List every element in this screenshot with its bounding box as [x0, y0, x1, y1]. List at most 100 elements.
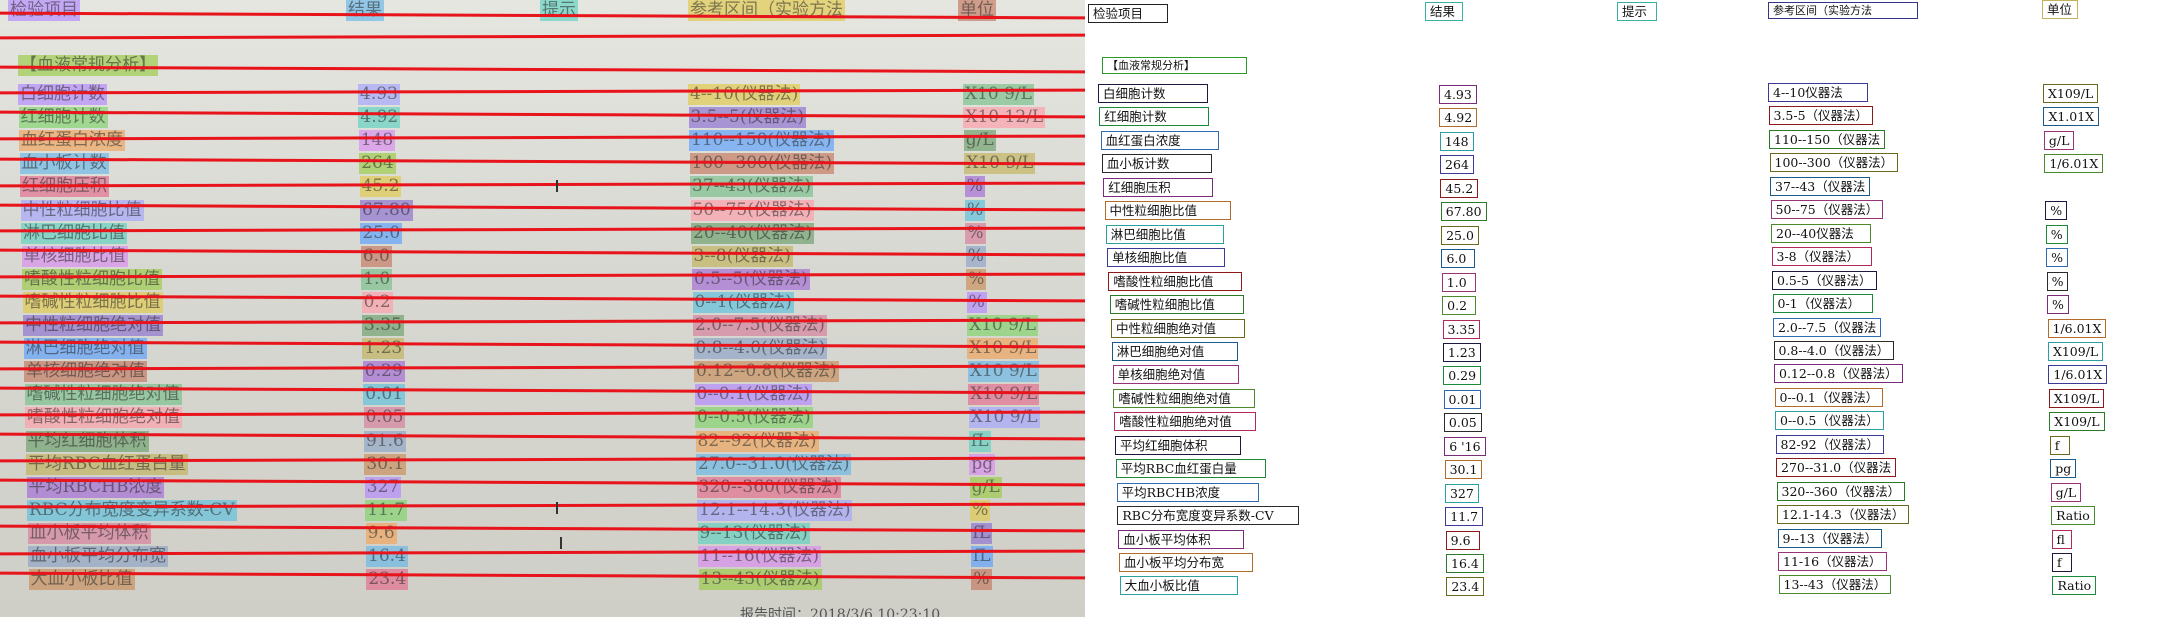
photo-item-unit: X10 9/L — [968, 384, 1040, 406]
scan-line — [0, 65, 1085, 74]
photo-item-range: 3.5--5(仪器法) — [688, 107, 807, 129]
hint-mark — [556, 180, 558, 192]
item-range: 3-8（仪器法） — [1771, 247, 1872, 267]
hint-mark — [556, 502, 558, 514]
item-name: 平均RBCHB浓度 — [1116, 482, 1259, 502]
photo-item-name: 嗜酸性粒细胞绝对值 — [25, 407, 182, 429]
scan-line — [0, 571, 1085, 580]
photo-item-value: 45.2 — [359, 176, 402, 198]
photo-item-value: 67.80 — [360, 199, 413, 221]
item-value: 6.0 — [1441, 249, 1476, 269]
scan-line — [0, 181, 1085, 188]
item-name: 白细胞计数 — [1098, 84, 1208, 103]
scan-line — [0, 340, 1085, 349]
photo-item-value: 30.1 — [364, 453, 407, 475]
item-unit: f — [2049, 435, 2070, 455]
item-value: 25.0 — [1441, 225, 1479, 245]
photo-item-name: 中性粒细胞比值 — [20, 199, 144, 221]
photo-report-time: 报告时间：2018/3/6 10:23:10 — [740, 607, 941, 617]
item-unit: % — [2045, 224, 2068, 244]
scan-line — [0, 432, 1085, 441]
item-unit: X109/L — [2049, 412, 2105, 432]
item-unit: g/L — [2043, 130, 2075, 150]
item-value: 327 — [1444, 483, 1479, 503]
scan-line — [0, 364, 1085, 371]
photo-item-value: 1.23 — [362, 338, 405, 360]
item-range: 270--31.0（仪器法 — [1776, 458, 1897, 478]
photo-item-value: 0.29 — [362, 361, 405, 383]
item-range: 9--13（仪器法） — [1777, 528, 1883, 548]
item-name: 大血小板比值 — [1119, 576, 1238, 596]
photo-item-unit: X10 9/L — [963, 84, 1034, 105]
item-unit: f — [2052, 553, 2072, 572]
photo-item-name: 中性粒细胞绝对值 — [23, 315, 163, 336]
photo-item-name: 白细胞计数 — [18, 84, 107, 105]
photo-item-unit: % — [971, 569, 992, 591]
photo-item-range: 0.5--5(仪器法) — [692, 268, 810, 290]
item-range: 0-1（仪器法） — [1772, 294, 1873, 314]
item-unit: fl — [2051, 529, 2072, 549]
photo-item-range: 20--40(仪器法) — [691, 222, 815, 244]
item-name: 嗜碱性粒细胞绝对值 — [1113, 388, 1256, 408]
item-name: 中性粒细胞绝对值 — [1111, 318, 1245, 338]
hint-mark — [560, 537, 562, 549]
item-name: 血小板平均分布宽 — [1119, 553, 1253, 572]
item-unit: Ratio — [2052, 576, 2097, 596]
item-value: 67.80 — [1440, 202, 1487, 222]
item-value: 6 '16 — [1444, 436, 1486, 456]
item-unit: pg — [2050, 459, 2077, 479]
item-value: 1.0 — [1441, 272, 1476, 292]
scan-line — [0, 524, 1085, 533]
item-unit: X1.01X — [2043, 107, 2100, 127]
photo-item-value: 264 — [359, 153, 396, 175]
photo-item-value: 0.2 — [361, 291, 393, 313]
photo-item-value: 148 — [358, 130, 396, 152]
item-value: 11.7 — [1445, 507, 1484, 527]
item-unit: 1/6.01X — [2047, 318, 2107, 338]
photo-header-cell: 结果 — [346, 0, 384, 21]
item-unit: X109/L — [2047, 341, 2104, 361]
item-value: 9.6 — [1445, 530, 1480, 550]
item-value: 30.1 — [1444, 460, 1483, 480]
photo-section-title: 【血液常规分析】 — [18, 55, 158, 76]
item-name: 淋巴细胞绝对值 — [1111, 341, 1238, 361]
item-range: 11-16（仪器法） — [1778, 552, 1887, 571]
item-range: 110--150（仪器法 — [1769, 129, 1886, 149]
photo-header-cell: 提示 — [540, 0, 578, 21]
item-value: 16.4 — [1446, 554, 1484, 573]
photo-item-range: 9--13(仪器法) — [697, 522, 810, 544]
item-unit: % — [2046, 271, 2069, 291]
item-name: 单核细胞绝对值 — [1112, 365, 1239, 385]
item-name: 嗜碱性粒细胞比值 — [1109, 295, 1244, 315]
photo-item-name: 淋巴细胞比值 — [21, 222, 127, 244]
item-unit: % — [2046, 248, 2069, 268]
item-value: 0.01 — [1443, 389, 1482, 409]
header-hint: 提示 — [1617, 2, 1657, 21]
photo-item-unit: % — [966, 291, 987, 313]
photo-item-name: 嗜酸性粒细胞比值 — [22, 268, 162, 290]
photo-item-unit: % — [964, 176, 985, 198]
item-value: 45.2 — [1440, 178, 1479, 198]
item-value: 23.4 — [1446, 577, 1485, 597]
item-range: 0.12--0.8（仪器法） — [1774, 364, 1903, 384]
item-value: 148 — [1439, 131, 1474, 151]
item-name: 单核细胞比值 — [1107, 248, 1226, 268]
scan-line — [0, 157, 1085, 166]
photo-item-range: 110--150(仪器法) — [689, 130, 834, 152]
photo-item-value: 16.4 — [366, 546, 408, 567]
photo-item-range: 0.8--4.0(仪器法) — [693, 338, 828, 360]
photo-item-unit: fL — [969, 430, 991, 452]
header-result: 结果 — [1425, 2, 1463, 21]
item-range: 0.8--4.0（仪器法） — [1773, 340, 1895, 360]
photo-item-value: 1.0 — [361, 268, 393, 290]
scan-line — [0, 294, 1085, 303]
scan-line — [0, 134, 1085, 141]
photo-item-name: 单核细胞绝对值 — [24, 361, 147, 383]
item-name: 平均RBC血红蛋白量 — [1115, 459, 1266, 479]
item-name: 淋巴细胞比值 — [1105, 224, 1224, 244]
item-name: 红细胞计数 — [1099, 107, 1210, 127]
item-name: 血红蛋白浓度 — [1100, 130, 1219, 150]
item-range: 13--43（仪器法） — [1778, 575, 1892, 595]
photo-item-value: 6.0 — [360, 245, 392, 267]
item-range: 37--43（仪器法 — [1770, 176, 1871, 196]
